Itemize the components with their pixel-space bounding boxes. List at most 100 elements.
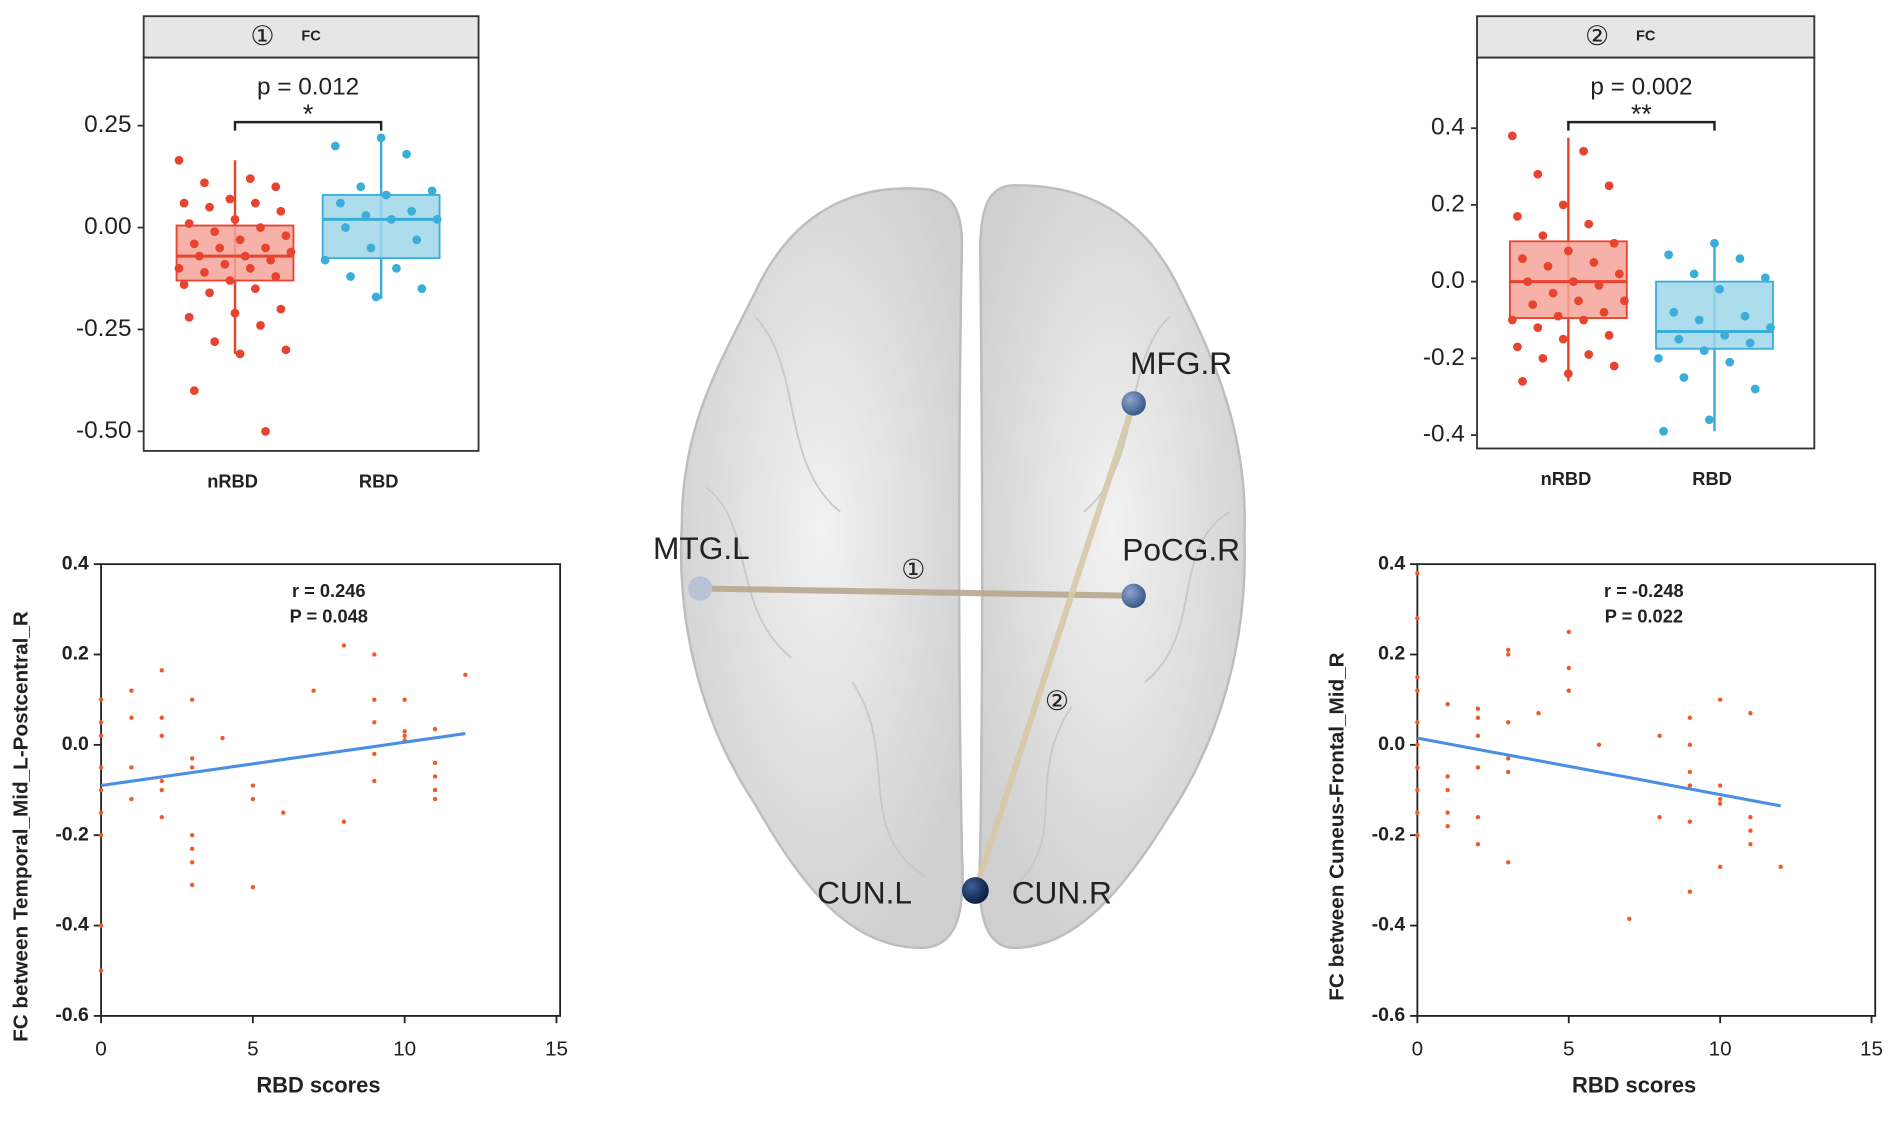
data-point (250, 796, 256, 802)
data-point (1506, 860, 1511, 865)
x-tick-label: 5 (1563, 1037, 1575, 1060)
data-point (1538, 353, 1548, 363)
stat-label: P = 0.022 (1605, 606, 1683, 627)
data-point (1748, 814, 1753, 820)
data-point (463, 672, 468, 678)
data-point (1513, 342, 1522, 352)
fit-line (100, 732, 466, 788)
data-point (372, 652, 377, 657)
data-point (1579, 146, 1589, 156)
x-axis-title: RBD scores (256, 1072, 380, 1097)
node-mtg-l (687, 576, 713, 601)
brain-diagram: MTG.L MFG.R PoCG.R CUN.L CUN.R ① ② (653, 184, 1246, 949)
data-point (1528, 300, 1538, 310)
data-point (1664, 250, 1674, 260)
data-point (266, 255, 276, 265)
stat-label: P = 0.048 (290, 606, 368, 627)
stat-label: r = -0.248 (1604, 580, 1684, 601)
y-tick-label: 0.2 (1378, 643, 1405, 665)
left-hemisphere (679, 187, 964, 949)
data-point (1748, 711, 1753, 716)
y-tick-label: 0.4 (1378, 552, 1405, 574)
data-point (1654, 353, 1663, 363)
data-point (1687, 783, 1693, 788)
data-point (1475, 733, 1481, 739)
data-point (417, 284, 427, 294)
y-tick-label: -0.4 (1423, 420, 1465, 447)
data-point (1533, 323, 1543, 333)
node-label: CUN.L (817, 875, 912, 911)
data-point (392, 263, 401, 273)
data-point (1569, 277, 1578, 286)
data-point (271, 182, 281, 192)
y-tick-label: -0.2 (55, 823, 89, 845)
data-point (1619, 296, 1629, 306)
data-point (1717, 801, 1723, 806)
data-point (184, 312, 194, 322)
data-point (402, 729, 407, 734)
data-point (276, 304, 286, 314)
data-point (1657, 733, 1662, 739)
data-point (1596, 742, 1602, 748)
data-point (1566, 665, 1571, 671)
y-tick-label: -0.50 (76, 417, 131, 444)
data-point (1566, 688, 1571, 693)
node-cun-r (961, 877, 989, 904)
data-point (346, 272, 355, 281)
panel-title: FC (1636, 29, 1656, 45)
panel-label: ② (1585, 21, 1609, 51)
data-point (432, 760, 438, 766)
data-point (1543, 261, 1553, 271)
x-tick-label: 15 (545, 1037, 568, 1060)
x-axis-title: RBD scores (1572, 1072, 1696, 1097)
data-point (220, 735, 225, 741)
data-point (225, 276, 235, 285)
y-tick-label: -0.4 (1372, 914, 1406, 936)
data-point (276, 206, 286, 216)
data-point (1475, 706, 1481, 711)
data-point (189, 846, 195, 851)
data-point (1507, 315, 1517, 325)
data-point (1750, 384, 1760, 394)
data-point (1445, 702, 1450, 707)
fit-line (1417, 736, 1781, 808)
x-tick-label: 0 (1412, 1037, 1424, 1060)
y-tick-label: 0.25 (84, 111, 131, 138)
data-point (200, 178, 209, 188)
data-point (1475, 814, 1481, 820)
node-mfg-r (1121, 391, 1146, 416)
data-point (1766, 323, 1775, 333)
data-point (1445, 787, 1450, 793)
data-point (174, 155, 184, 165)
data-point (250, 198, 260, 208)
data-point (189, 882, 195, 888)
data-point (230, 215, 240, 224)
y-tick-label: -0.4 (55, 914, 89, 936)
data-point (256, 223, 265, 232)
data-point (372, 778, 377, 784)
data-point (432, 215, 442, 224)
data-point (402, 149, 411, 159)
data-point (225, 194, 235, 204)
data-point (330, 141, 340, 151)
data-point (432, 796, 438, 802)
edge-2 (972, 402, 1137, 892)
data-point (1589, 258, 1599, 267)
edge-label: ① (901, 555, 925, 585)
plot-frame (142, 56, 480, 452)
x-tick-label: 5 (247, 1037, 259, 1060)
significance: * (303, 99, 313, 129)
data-point (1735, 254, 1745, 263)
data-point (174, 263, 184, 273)
data-point (1725, 357, 1735, 367)
data-point (372, 751, 377, 757)
data-point (341, 223, 350, 232)
data-point (402, 733, 407, 739)
data-point (98, 787, 104, 793)
y-tick-label: 0.0 (1431, 267, 1465, 294)
data-point (245, 263, 255, 273)
data-point (371, 292, 381, 302)
data-point (1506, 756, 1511, 761)
x-tick-label: nRBD (207, 470, 258, 491)
data-point (1415, 616, 1420, 621)
